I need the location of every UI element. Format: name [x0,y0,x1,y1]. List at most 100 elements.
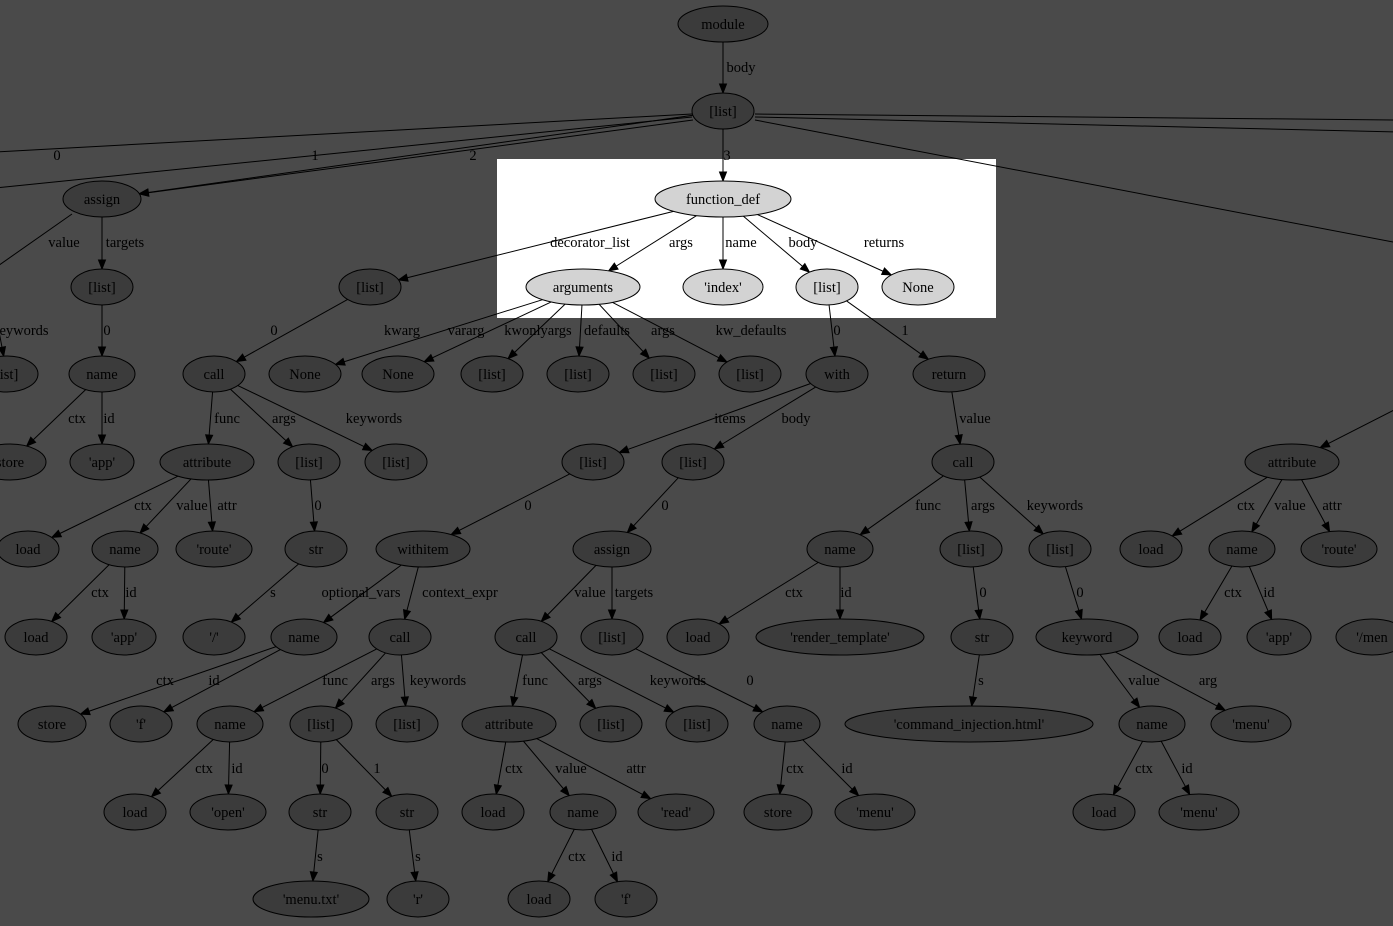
edge-line [540,652,597,710]
edge-line [139,478,192,534]
node-app-r: 'app' [1246,618,1312,656]
node-label: name [824,542,855,558]
node-label: '/' [209,630,218,646]
node-none-vararg: None [361,355,435,393]
node-function-def: function_def [654,180,792,218]
node-list-assign-targets: [list] [70,268,134,306]
edge-line [0,213,73,266]
node-label: [list] [813,280,840,296]
node-load-kw: load [1072,793,1136,831]
edge-line [742,215,811,274]
edge-label-one: 1 [901,323,908,339]
edge-line [204,391,214,446]
node-label: store [0,455,24,471]
node-list-kwonly: [list] [460,355,524,393]
node-label: name [109,542,140,558]
node-name-rt: name [806,530,874,568]
edge-line [540,565,597,623]
node-html-file: 'command_injection.html' [844,705,1094,743]
edge-line [626,477,679,534]
node-attribute-dec: attribute [159,443,255,481]
node-label: 'menu' [856,805,893,821]
edge-line [408,829,419,883]
node-label: 'command_injection.html' [894,717,1045,733]
node-label: store [764,805,792,821]
edge-label-zero: 0 [53,148,60,164]
node-call-read: call [494,618,558,656]
edge-line [97,217,107,271]
node-name-app0: name [68,355,136,393]
node-label: load [24,630,50,646]
edge-line [79,646,277,716]
node-list-args: [list] [632,355,696,393]
node-store-menu: store [743,793,813,831]
edge-label-keywords-full: keywords [410,673,467,689]
edge-label-kwarg: kwarg [384,323,420,339]
edge-line [224,741,233,796]
edge-label-args: args [669,235,693,251]
node-list-read-args: [list] [579,705,643,743]
node-label: 'app' [111,630,137,646]
node-label: assign [594,542,631,558]
node-label: 'render_template' [790,630,889,646]
node-label: call [953,455,974,471]
edge-label-s: s [317,849,323,865]
edge-line [718,129,728,183]
edge-label-attr: attr [626,761,645,777]
node-label: 'read' [661,805,691,821]
node-read-str: 'read' [637,793,715,831]
edge-label-args: args [371,673,395,689]
node-load-r1: load [1119,530,1183,568]
edge-label-value: value [1274,498,1305,514]
edge-line [547,829,575,883]
edge-label-zero: 0 [661,498,668,514]
edge-line [951,391,963,446]
edge-label-s: s [415,849,421,865]
node-list-kwdefaults: [list] [718,355,782,393]
node-list-with-body: [list] [661,443,725,481]
node-label: name [288,630,319,646]
node-keyword: keyword [1035,618,1139,656]
edge-label-keywords-full: keywords [1027,498,1084,514]
node-label: [list] [382,455,409,471]
node-with: with [805,355,869,393]
edge-line [1248,566,1273,621]
node-list-far-left: list] [0,355,39,393]
node-f2-id: 'f' [594,880,658,918]
edge-label-ctx: ctx [195,761,213,777]
edge-line [859,475,944,536]
node-label: call [516,630,537,646]
edge-label-func: func [915,498,941,514]
node-load-read: load [461,793,525,831]
node-call-open: call [368,618,432,656]
node-list-dec-kw: [list] [364,443,428,481]
edge-line [802,739,860,797]
node-label: name [1136,717,1167,733]
node-label: module [701,17,745,33]
edge-label-arg: arg [1199,673,1217,689]
node-label: call [204,367,225,383]
node-assign-w: assign [572,530,652,568]
node-load-r2: load [1158,618,1222,656]
edge-label-zero: 0 [314,498,321,514]
node-label: 'app' [1266,630,1292,646]
edge-line [25,389,86,448]
edge-label-args: args [971,498,995,514]
edge-line [718,42,728,95]
node-name-dec: name [91,530,159,568]
edge-line [422,301,552,363]
edge-label-id: id [1181,761,1193,777]
node-label: arguments [553,280,613,296]
edge-line [536,738,652,800]
node-load-a: load [0,530,60,568]
node-label: name [771,717,802,733]
edge-line [162,649,281,713]
node-label: None [902,280,933,296]
node-label: [list] [736,367,763,383]
node-label: load [1178,630,1204,646]
edge-line [493,741,507,796]
node-label: [list] [679,455,706,471]
node-f-id: 'f' [109,705,173,743]
edge-line [846,300,930,361]
